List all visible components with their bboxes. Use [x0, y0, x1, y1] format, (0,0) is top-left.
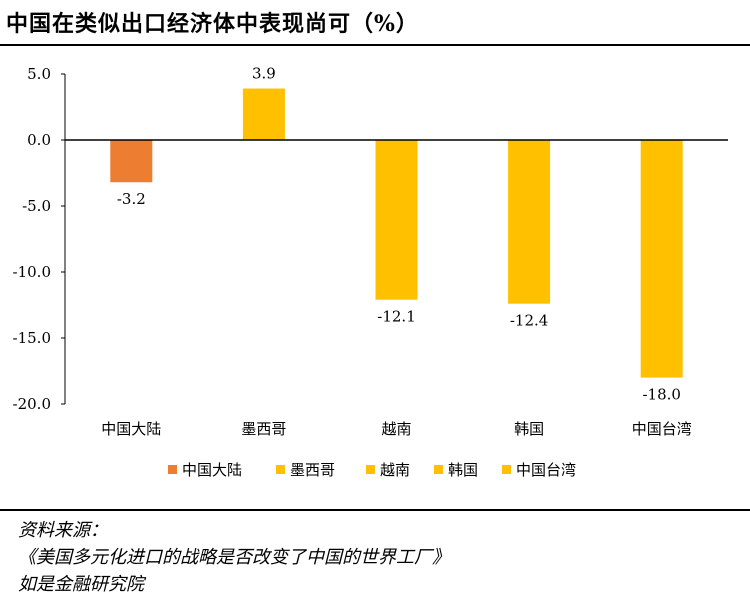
- bar-3: [375, 140, 418, 300]
- legend-label: 越南: [380, 461, 410, 479]
- data-label: -18.0: [642, 386, 680, 404]
- legend-label: 中国大陆: [182, 461, 242, 479]
- x-tick-label: 越南: [381, 420, 411, 438]
- legend-label: 韩国: [448, 461, 478, 479]
- y-axis: 5.0 0.0 -5.0 -10.0 -15.0 -20.0: [13, 65, 66, 413]
- x-axis: 中国大陆 墨西哥 越南 韩国 中国台湾: [65, 139, 728, 438]
- y-tick-label: -15.0: [13, 329, 51, 347]
- bar-2: [242, 88, 285, 140]
- legend-swatch-5: [502, 465, 511, 474]
- source-org: 如是金融研究院: [18, 574, 144, 595]
- legend-swatch-3: [366, 465, 375, 474]
- source-title: 《美国多元化进口的战略是否改变了中国的世界工厂》: [18, 547, 450, 568]
- y-tick-label: -10.0: [13, 263, 51, 281]
- y-tick-label: -20.0: [13, 395, 51, 413]
- legend: 中国大陆 墨西哥 越南 韩国 中国台湾: [168, 461, 576, 479]
- y-tick-label: -5.0: [22, 197, 51, 215]
- x-tick-label: 墨西哥: [241, 420, 286, 438]
- legend-swatch-4: [434, 465, 443, 474]
- data-label: -12.1: [377, 308, 415, 326]
- bars: [110, 88, 683, 378]
- legend-label: 墨西哥: [290, 461, 335, 479]
- legend-label: 中国台湾: [516, 461, 576, 479]
- bar-chart: 5.0 0.0 -5.0 -10.0 -15.0 -20.0 -3.2 3.9 -12.1 -1…: [13, 65, 728, 479]
- data-label: -3.2: [117, 190, 146, 208]
- legend-swatch-2: [276, 465, 285, 474]
- chart-title: 中国在类似出口经济体中表现尚可（%）: [6, 11, 419, 37]
- source-divider: [0, 509, 750, 511]
- x-tick-label: 中国台湾: [632, 420, 692, 438]
- y-tick-label: 5.0: [27, 65, 51, 83]
- source-label: 资料来源：: [18, 520, 108, 541]
- bar-4: [508, 140, 551, 304]
- x-tick-label: 韩国: [514, 420, 544, 438]
- bar-5: [640, 140, 683, 378]
- legend-swatch-1: [168, 465, 177, 474]
- data-labels: -3.2 3.9 -12.1 -12.4 -18.0: [117, 65, 681, 404]
- data-label: 3.9: [252, 65, 276, 83]
- y-tick-label: 0.0: [27, 131, 51, 149]
- title-divider: [0, 44, 750, 46]
- data-label: -12.4: [510, 312, 548, 330]
- source-note: 资料来源： 《美国多元化进口的战略是否改变了中国的世界工厂》 如是金融研究院: [18, 517, 450, 598]
- bar-1: [110, 140, 153, 183]
- x-tick-label: 中国大陆: [101, 420, 161, 438]
